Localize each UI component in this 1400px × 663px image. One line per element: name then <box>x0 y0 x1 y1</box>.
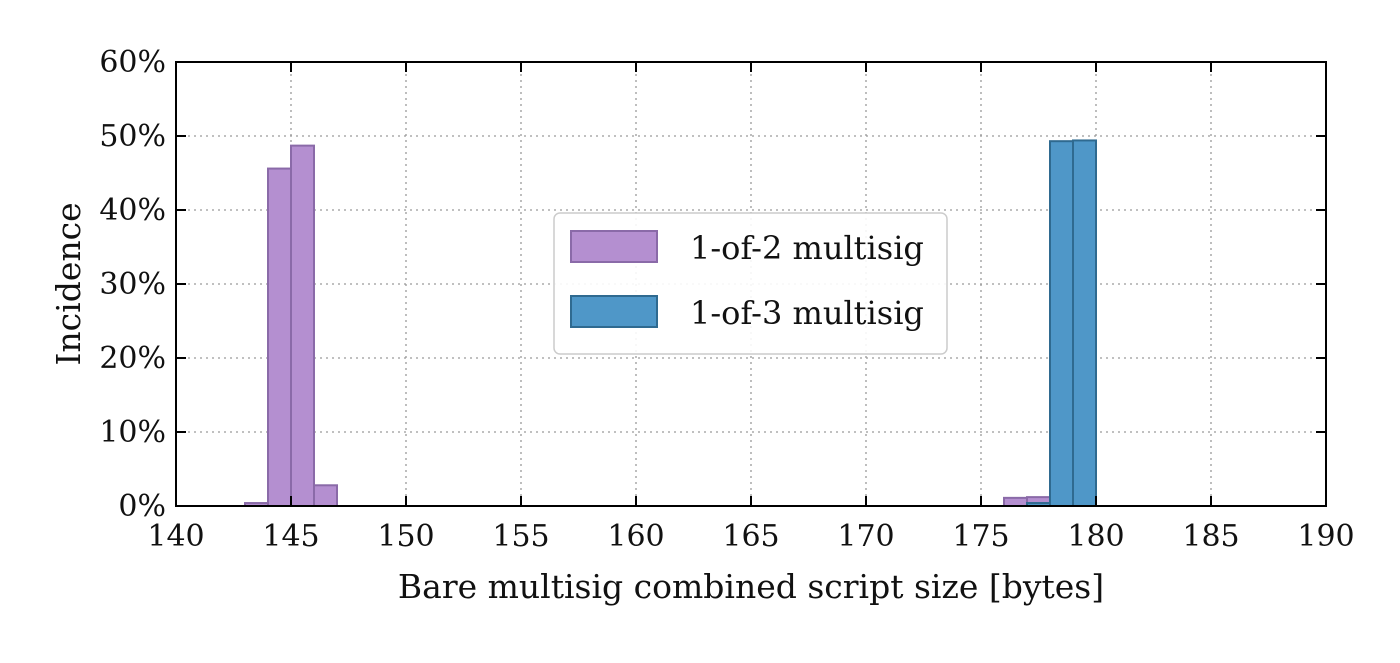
x-tick-label: 145 <box>262 519 319 554</box>
x-tick-label: 190 <box>1297 519 1354 554</box>
legend-label-1-of-3: 1-of-3 multisig <box>690 294 924 332</box>
x-tick-label: 150 <box>377 519 434 554</box>
y-axis-label: Incidence <box>49 202 88 365</box>
y-tick-label: 60% <box>99 45 166 80</box>
bar-series-2 <box>1049 140 1074 507</box>
y-tick-label: 10% <box>99 415 166 450</box>
x-axis-label: Bare multisig combined script size [byte… <box>398 567 1104 606</box>
y-tick-label: 30% <box>99 267 166 302</box>
x-tick-label: 175 <box>952 519 1009 554</box>
axis-ticks <box>175 61 1327 507</box>
bar-series-1 <box>290 144 315 507</box>
bar-series-1 <box>313 484 338 507</box>
x-tick-label: 185 <box>1182 519 1239 554</box>
x-tick-labels: 140 145 150 155 160 165 170 175 180 185 190 <box>147 519 1354 554</box>
legend-swatch-1-of-2 <box>570 230 658 263</box>
x-tick-label: 140 <box>147 519 204 554</box>
y-tick-label: 20% <box>99 341 166 376</box>
legend-label-1-of-2: 1-of-2 multisig <box>690 229 924 267</box>
legend-swatch-1-of-3 <box>570 295 658 328</box>
bar-series-1 <box>1003 496 1028 507</box>
y-tick-labels: 0% 10% 20% 30% 40% 50% 60% <box>99 45 166 524</box>
x-tick-label: 160 <box>607 519 664 554</box>
bar-series-1 <box>267 167 292 507</box>
bar-series-2 <box>1072 139 1097 507</box>
x-tick-label: 170 <box>837 519 894 554</box>
x-tick-label: 180 <box>1067 519 1124 554</box>
x-tick-label: 165 <box>722 519 779 554</box>
y-tick-label: 50% <box>99 119 166 154</box>
x-tick-label: 155 <box>492 519 549 554</box>
y-tick-label: 40% <box>99 193 166 228</box>
legend: 1-of-2 multisig 1-of-3 multisig <box>553 212 948 355</box>
y-tick-label: 0% <box>118 489 166 524</box>
